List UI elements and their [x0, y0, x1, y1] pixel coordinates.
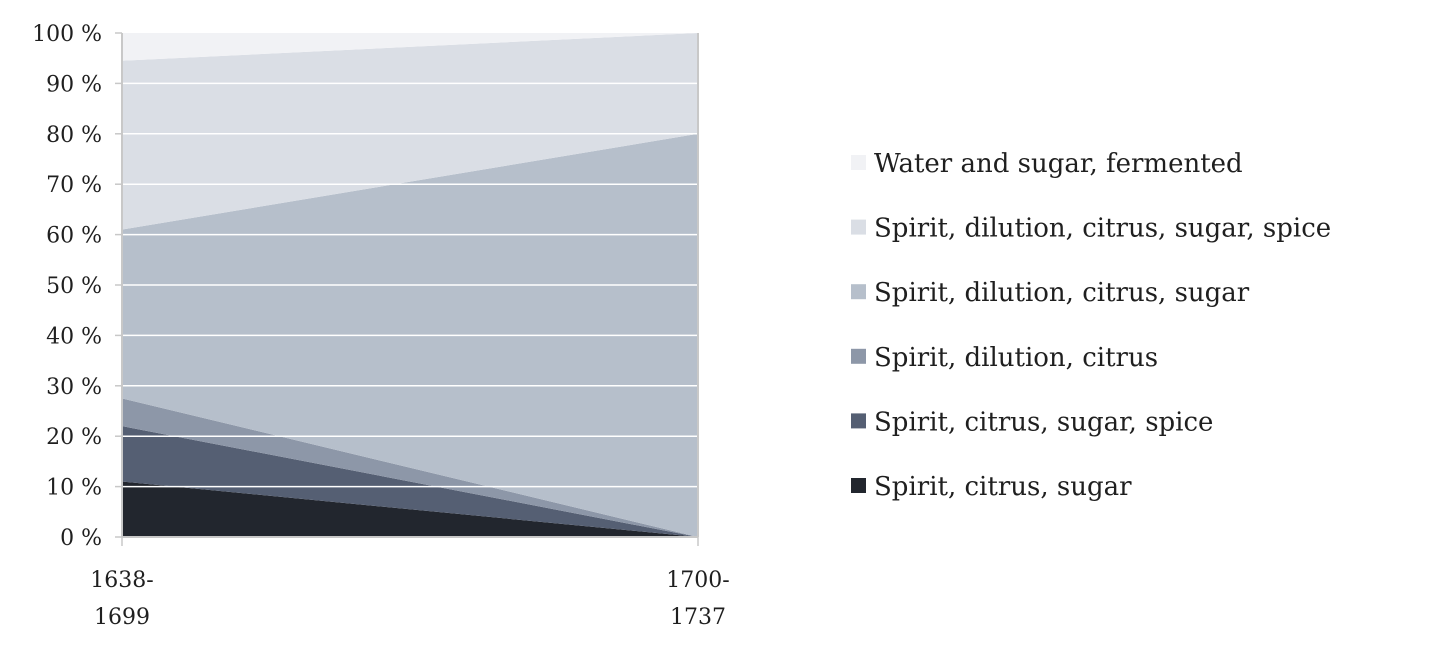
legend-swatch	[851, 284, 866, 300]
legend-label: Spirit, dilution, citrus	[874, 343, 1158, 373]
legend-swatch	[851, 348, 866, 364]
legend-label: Spirit, dilution, citrus, sugar	[874, 278, 1250, 308]
legend-swatch	[851, 413, 866, 429]
x-tick-label: 1638-1699	[90, 568, 153, 630]
y-tick-label: 90 %	[46, 72, 102, 97]
legend-swatch	[851, 219, 866, 235]
x-tick-label: 1700-1737	[666, 568, 729, 630]
y-axis-ticks: 0 % 10 % 20 % 30 % 40 % 50 % 60 % 70 % 80 % 90 % 1…	[32, 22, 122, 551]
y-tick-label: 30 %	[46, 375, 102, 400]
legend-label: Spirit, citrus, sugar, spice	[874, 407, 1213, 437]
y-tick-label: 0 %	[60, 526, 102, 551]
y-tick-label: 70 %	[46, 173, 102, 198]
y-tick-label: 50 %	[46, 274, 102, 299]
y-tick-label: 100 %	[32, 22, 102, 47]
y-tick-label: 10 %	[46, 476, 102, 501]
area-series-3	[122, 398, 698, 537]
legend-swatch	[851, 478, 866, 493]
x-axis-ticks: 1638-1699 1700-1737	[90, 537, 730, 630]
legend-swatch	[851, 155, 866, 170]
area-series-5	[122, 33, 698, 230]
y-tick-label: 20 %	[46, 425, 102, 450]
y-tick-label: 80 %	[46, 123, 102, 148]
legend-label: Spirit, citrus, sugar	[874, 472, 1132, 502]
y-tick-label: 60 %	[46, 224, 102, 249]
area-series-6	[122, 33, 698, 61]
gridlines	[122, 82, 698, 488]
legend-label: Water and sugar, fermented	[874, 149, 1243, 179]
legend: Water and sugar, fermented Spirit, diluti…	[851, 149, 1331, 502]
legend-label: Spirit, dilution, citrus, sugar, spice	[874, 214, 1331, 244]
y-tick-label: 40 %	[46, 324, 102, 349]
